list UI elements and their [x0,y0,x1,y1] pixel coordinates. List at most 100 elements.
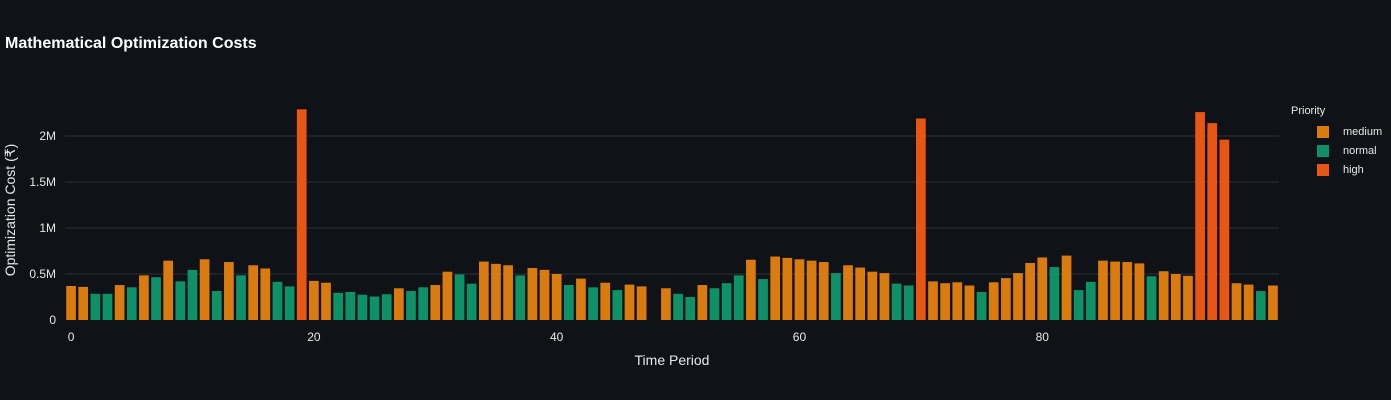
bar-normal[interactable] [151,277,161,320]
bar-medium[interactable] [661,288,671,320]
legend-item-normal[interactable]: normal [1291,141,1382,160]
bar-normal[interactable] [345,291,356,320]
bar-normal[interactable] [515,275,526,320]
bar-normal[interactable] [175,281,186,320]
bar-medium[interactable] [1268,285,1278,321]
bar-normal[interactable] [454,274,465,320]
bar-normal[interactable] [381,294,392,320]
bar-normal[interactable] [563,285,574,320]
bar-medium[interactable] [600,282,611,320]
bar-high[interactable] [1207,123,1218,321]
bar-medium[interactable] [1158,271,1169,320]
bar-medium[interactable] [527,268,538,320]
bar-normal[interactable] [466,283,477,320]
bar-normal[interactable] [1146,276,1157,320]
bar-medium[interactable] [940,283,950,320]
bar-medium[interactable] [624,284,635,320]
bar-medium[interactable] [576,278,586,320]
legend-item-high[interactable]: high [1291,160,1382,179]
bar-normal[interactable] [357,294,368,320]
bar-normal[interactable] [333,292,343,320]
bar-normal[interactable] [673,293,683,320]
bar-normal[interactable] [721,283,732,320]
bar-medium[interactable] [539,269,550,320]
bar-high[interactable] [916,118,926,321]
bar-high[interactable] [1219,139,1230,320]
bar-medium[interactable] [114,285,125,320]
bar-medium[interactable] [321,282,331,320]
bar-medium[interactable] [224,262,234,320]
bar-medium[interactable] [1013,273,1023,320]
bar-medium[interactable] [1098,260,1108,320]
bar-medium[interactable] [430,285,441,320]
bar-normal[interactable] [1049,267,1060,320]
bar-medium[interactable] [1037,257,1048,320]
bar-normal[interactable] [236,275,246,320]
bar-medium[interactable] [1170,274,1181,320]
bar-medium[interactable] [818,262,829,320]
bar-medium[interactable] [1183,275,1193,320]
bar-normal[interactable] [126,287,137,320]
bar-normal[interactable] [90,293,101,320]
bar-medium[interactable] [794,259,805,320]
bar-medium[interactable] [491,263,501,320]
bar-medium[interactable] [1134,263,1145,320]
bar-normal[interactable] [831,273,841,320]
bar-normal[interactable] [284,286,295,320]
bar-medium[interactable] [964,285,975,321]
bar-medium[interactable] [867,271,878,320]
bar-medium[interactable] [393,288,404,320]
bar-normal[interactable] [1255,291,1266,320]
bar-medium[interactable] [636,286,647,320]
bar-normal[interactable] [709,288,720,320]
bar-normal[interactable] [369,296,380,320]
bar-normal[interactable] [903,285,914,321]
bar-normal[interactable] [685,297,696,320]
bar-medium[interactable] [1061,255,1072,320]
bar-normal[interactable] [406,291,416,320]
bar-high[interactable] [1195,112,1205,320]
bar-medium[interactable] [1122,262,1133,320]
bar-medium[interactable] [139,275,149,320]
bar-medium[interactable] [1025,262,1035,320]
bar-medium[interactable] [770,256,781,320]
bar-normal[interactable] [1085,281,1096,320]
bar-normal[interactable] [1073,290,1084,320]
bar-medium[interactable] [782,257,793,320]
bar-medium[interactable] [442,271,453,320]
bar-medium[interactable] [879,273,890,320]
bar-normal[interactable] [418,287,428,320]
bar-high[interactable] [296,109,307,320]
bar-normal[interactable] [891,283,902,320]
bar-normal[interactable] [102,293,113,320]
bar-normal[interactable] [612,290,623,320]
bar-medium[interactable] [746,259,756,320]
bar-normal[interactable] [211,291,222,320]
bar-medium[interactable] [78,286,89,320]
bar-medium[interactable] [199,259,210,320]
bar-medium[interactable] [260,268,271,320]
bar-medium[interactable] [843,265,853,320]
bar-normal[interactable] [272,281,283,320]
legend-item-medium[interactable]: medium [1291,122,1382,141]
bar-medium[interactable] [163,260,174,320]
bar-medium[interactable] [988,282,999,320]
bar-medium[interactable] [952,282,963,320]
bar-normal[interactable] [758,279,768,320]
bar-medium[interactable] [697,285,708,320]
bar-medium[interactable] [1000,278,1011,320]
bar-normal[interactable] [588,287,598,320]
bar-medium[interactable] [248,265,259,320]
bar-normal[interactable] [976,291,987,320]
bar-normal[interactable] [187,269,198,320]
bar-medium[interactable] [1231,283,1242,320]
bar-medium[interactable] [1110,261,1120,320]
bar-medium[interactable] [309,280,319,320]
bar-medium[interactable] [551,274,562,320]
bar-medium[interactable] [855,267,866,320]
bar-medium[interactable] [928,281,938,320]
bar-normal[interactable] [733,275,744,320]
bar-medium[interactable] [503,265,513,320]
bar-medium[interactable] [1243,284,1254,320]
bar-medium[interactable] [66,285,76,320]
